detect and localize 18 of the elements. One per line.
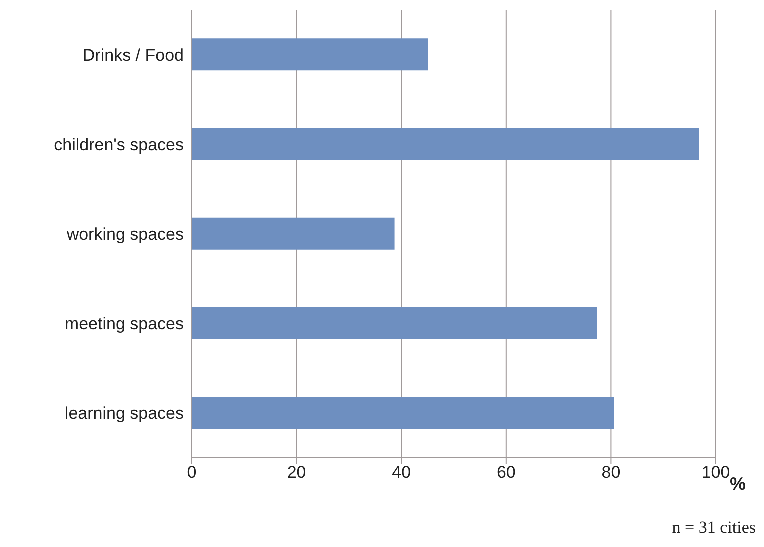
bar [192,307,598,340]
bar [192,38,428,71]
x-tick-label: 0 [187,463,197,482]
x-tick-label: 20 [287,463,306,482]
y-tick-label: Drinks / Food [82,46,184,65]
x-tick-label: 40 [392,463,412,482]
text: n = 31 cities [672,518,756,538]
y-tick-label: children's spaces [54,135,184,154]
bar [192,397,614,430]
x-tick-label: 100 [702,463,730,482]
bar [192,218,395,250]
x-axis-title: % [730,474,746,495]
bar [192,128,700,160]
x-tick-label: 80 [602,463,621,482]
x-tick-label: 60 [496,463,516,482]
y-tick-label: working spaces [66,225,184,244]
y-tick-label: learning spaces [64,404,184,424]
y-tick-label: meeting spaces [64,314,184,334]
